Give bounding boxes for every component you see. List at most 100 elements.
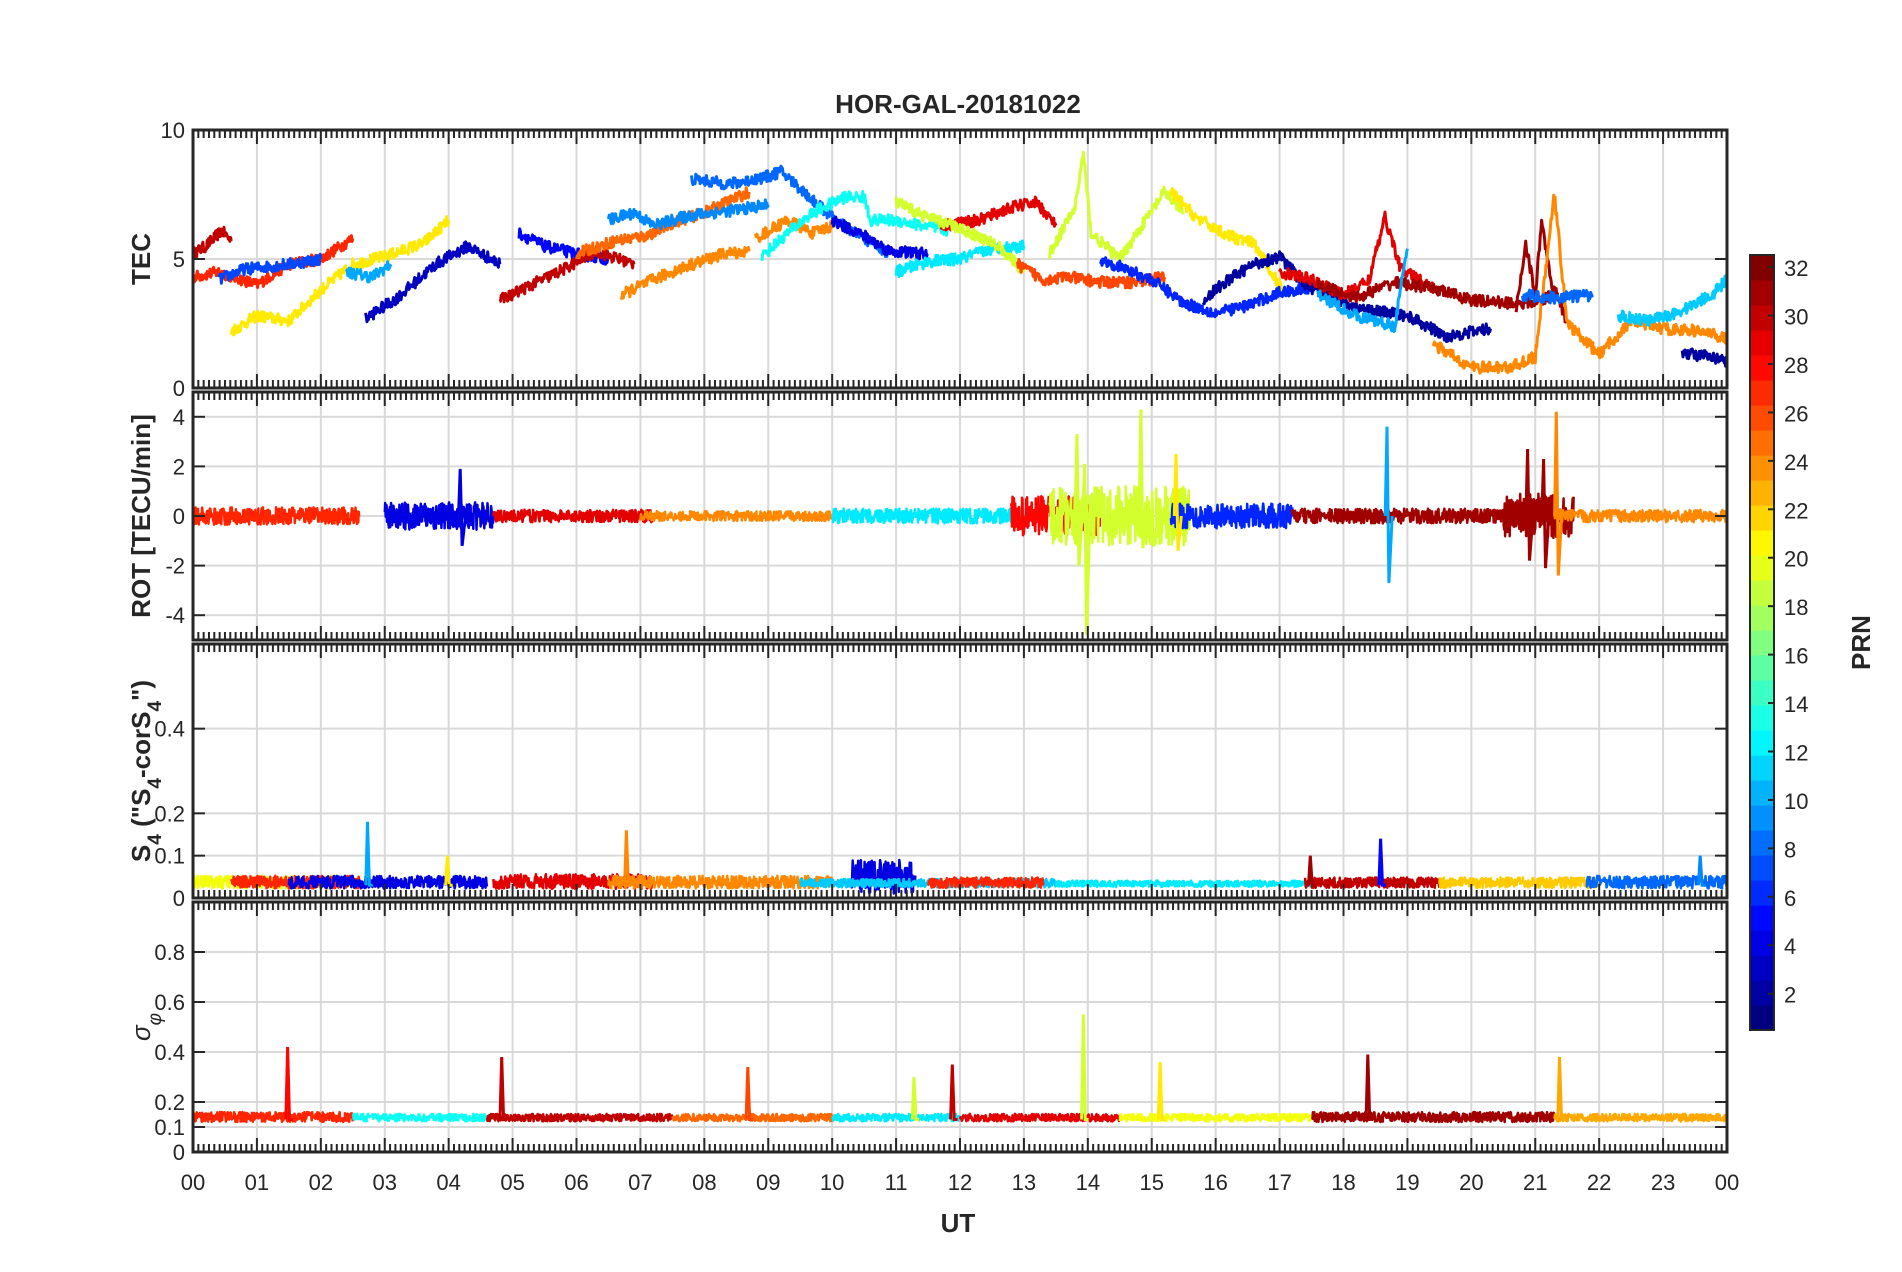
y-tick-label-rot: 0	[173, 504, 185, 529]
chart-title: HOR-GAL-20181022	[835, 89, 1081, 119]
colorbar-tick-label: 22	[1784, 498, 1808, 523]
tec-trace-prn-6	[1099, 256, 1313, 319]
tec-trace-prn-29	[939, 195, 1058, 232]
x-tick-label: 18	[1331, 1170, 1355, 1195]
s4-spike-prn-9	[1696, 855, 1706, 887]
x-tick-label: 17	[1267, 1170, 1291, 1195]
series-s4	[193, 821, 1727, 895]
y-tick-label-s4: 0	[173, 886, 185, 911]
tec-trace-prn-11	[1616, 273, 1727, 327]
x-tick-label: 09	[756, 1170, 780, 1195]
rot-trace-prn-6	[1169, 502, 1294, 530]
colorbar-band	[1750, 655, 1774, 681]
y-tick-label-tec: 10	[161, 118, 185, 143]
colorbar-tick-label: 12	[1784, 740, 1808, 765]
x-tick-label: 00	[181, 1170, 205, 1195]
colorbar-band	[1750, 780, 1774, 806]
rot-trace-prn-24	[1553, 508, 1727, 524]
x-tick-label: 02	[309, 1170, 333, 1195]
tec-trace-prn-10	[1316, 248, 1409, 333]
x-tick-label: 05	[500, 1170, 524, 1195]
rot-trace-prn-4	[383, 501, 495, 531]
colorbar-tick-label: 26	[1784, 401, 1808, 426]
tec-trace-prn-29	[1278, 210, 1435, 301]
tec-trace-prn-3	[364, 240, 502, 324]
x-tick-label: 03	[373, 1170, 397, 1195]
colorbar-band	[1750, 705, 1774, 731]
tec-trace-prn-25	[575, 186, 751, 260]
colorbar-band	[1750, 605, 1774, 631]
colorbar-tick-label: 24	[1784, 450, 1808, 475]
sigma-trace-prn-23	[1553, 1112, 1727, 1123]
rot-spike-prn-31	[1540, 458, 1551, 569]
x-tick-label: 13	[1012, 1170, 1036, 1195]
x-tick-label: 21	[1523, 1170, 1547, 1195]
y-tick-label-sigma: 0	[173, 1140, 185, 1165]
rot-spike-prn-4	[457, 468, 467, 546]
y-tick-label-s4: 0.1	[154, 844, 185, 869]
tec-trace-prn-24	[619, 246, 751, 301]
colorbar-band	[1750, 830, 1774, 856]
colorbar-tick-label: 20	[1784, 547, 1808, 572]
colorbar-tick-label: 8	[1784, 837, 1796, 862]
colorbar-tick-label: 10	[1784, 789, 1808, 814]
y-tick-label-sigma: 0.1	[154, 1115, 185, 1140]
colorbar-band	[1750, 455, 1774, 481]
tec-trace-prn-13	[760, 189, 949, 261]
sigma-spike-prn-28	[284, 1046, 293, 1121]
rot-spike-prn-19	[1081, 463, 1092, 636]
colorbar-band	[1750, 280, 1774, 306]
colorbar-band	[1750, 930, 1774, 956]
y-tick-label-rot: 4	[173, 405, 185, 430]
y-axis-label-sigma: σφ	[126, 1013, 166, 1041]
y-tick-label-rot: -2	[165, 554, 185, 579]
y-tick-label-tec: 0	[173, 376, 185, 401]
s4-trace-prn-24	[607, 874, 834, 890]
x-tick-label: 12	[948, 1170, 972, 1195]
colorbar-band	[1750, 555, 1774, 581]
colorbar-tick-label: 16	[1784, 644, 1808, 669]
sigma-trace-prn-12	[831, 1112, 962, 1123]
tec-trace-prn-21	[229, 215, 451, 337]
sigma-spike-prn-19	[910, 1076, 920, 1121]
s4-trace-prn-30	[1303, 876, 1441, 890]
y-axis-label-s4: S4 ("S4-corS4")	[126, 680, 166, 862]
x-tick-label: 07	[628, 1170, 652, 1195]
tec-trace-prn-21	[1169, 187, 1288, 296]
tec-trace-prn-2	[1680, 347, 1727, 368]
colorbar-band	[1750, 680, 1774, 706]
colorbar-band	[1750, 405, 1774, 431]
sigma-spike-prn-30	[949, 1064, 958, 1121]
sigma-spike-prn-26	[744, 1066, 754, 1121]
colorbar-band	[1750, 380, 1774, 406]
x-tick-label: 15	[1140, 1170, 1164, 1195]
panel-s4: 0 0.1 0.2 0.4S4 ("S4-corS4")	[126, 642, 1729, 911]
sigma-trace-prn-31	[1310, 1110, 1556, 1124]
panel-tec: 0 5 10 TEC	[126, 118, 1729, 401]
y-tick-label-s4: 0.4	[154, 717, 185, 742]
sigma-spike-prn-21	[1156, 1061, 1166, 1121]
tec-trace-prn-4	[830, 215, 929, 261]
rot-spike-prn-21	[1172, 453, 1183, 551]
tec-trace-prn-24	[754, 215, 834, 243]
x-tick-label: 20	[1459, 1170, 1483, 1195]
colorbar-band	[1750, 530, 1774, 556]
sigma-spike-prn-30	[498, 1056, 507, 1121]
colorbar-band	[1750, 905, 1774, 931]
colorbar-band	[1750, 580, 1774, 606]
tec-trace-prn-30	[193, 225, 233, 260]
rot-trace-prn-29	[492, 508, 655, 524]
sigma-trace-prn-20	[1118, 1112, 1313, 1123]
colorbar-band	[1750, 480, 1774, 506]
sigma-trace-prn-29	[958, 1112, 1122, 1123]
tec-trace-prn-19	[1048, 150, 1185, 262]
sigma-spike-prn-31	[1364, 1054, 1374, 1121]
colorbar-tick-label: 6	[1784, 886, 1796, 911]
rot-trace-prn-27	[193, 506, 361, 526]
y-tick-label-s4: 0.2	[154, 801, 185, 826]
x-tick-label: 14	[1076, 1170, 1100, 1195]
y-tick-label-sigma: 0.2	[154, 1090, 185, 1115]
colorbar-label: PRN	[1846, 615, 1876, 670]
